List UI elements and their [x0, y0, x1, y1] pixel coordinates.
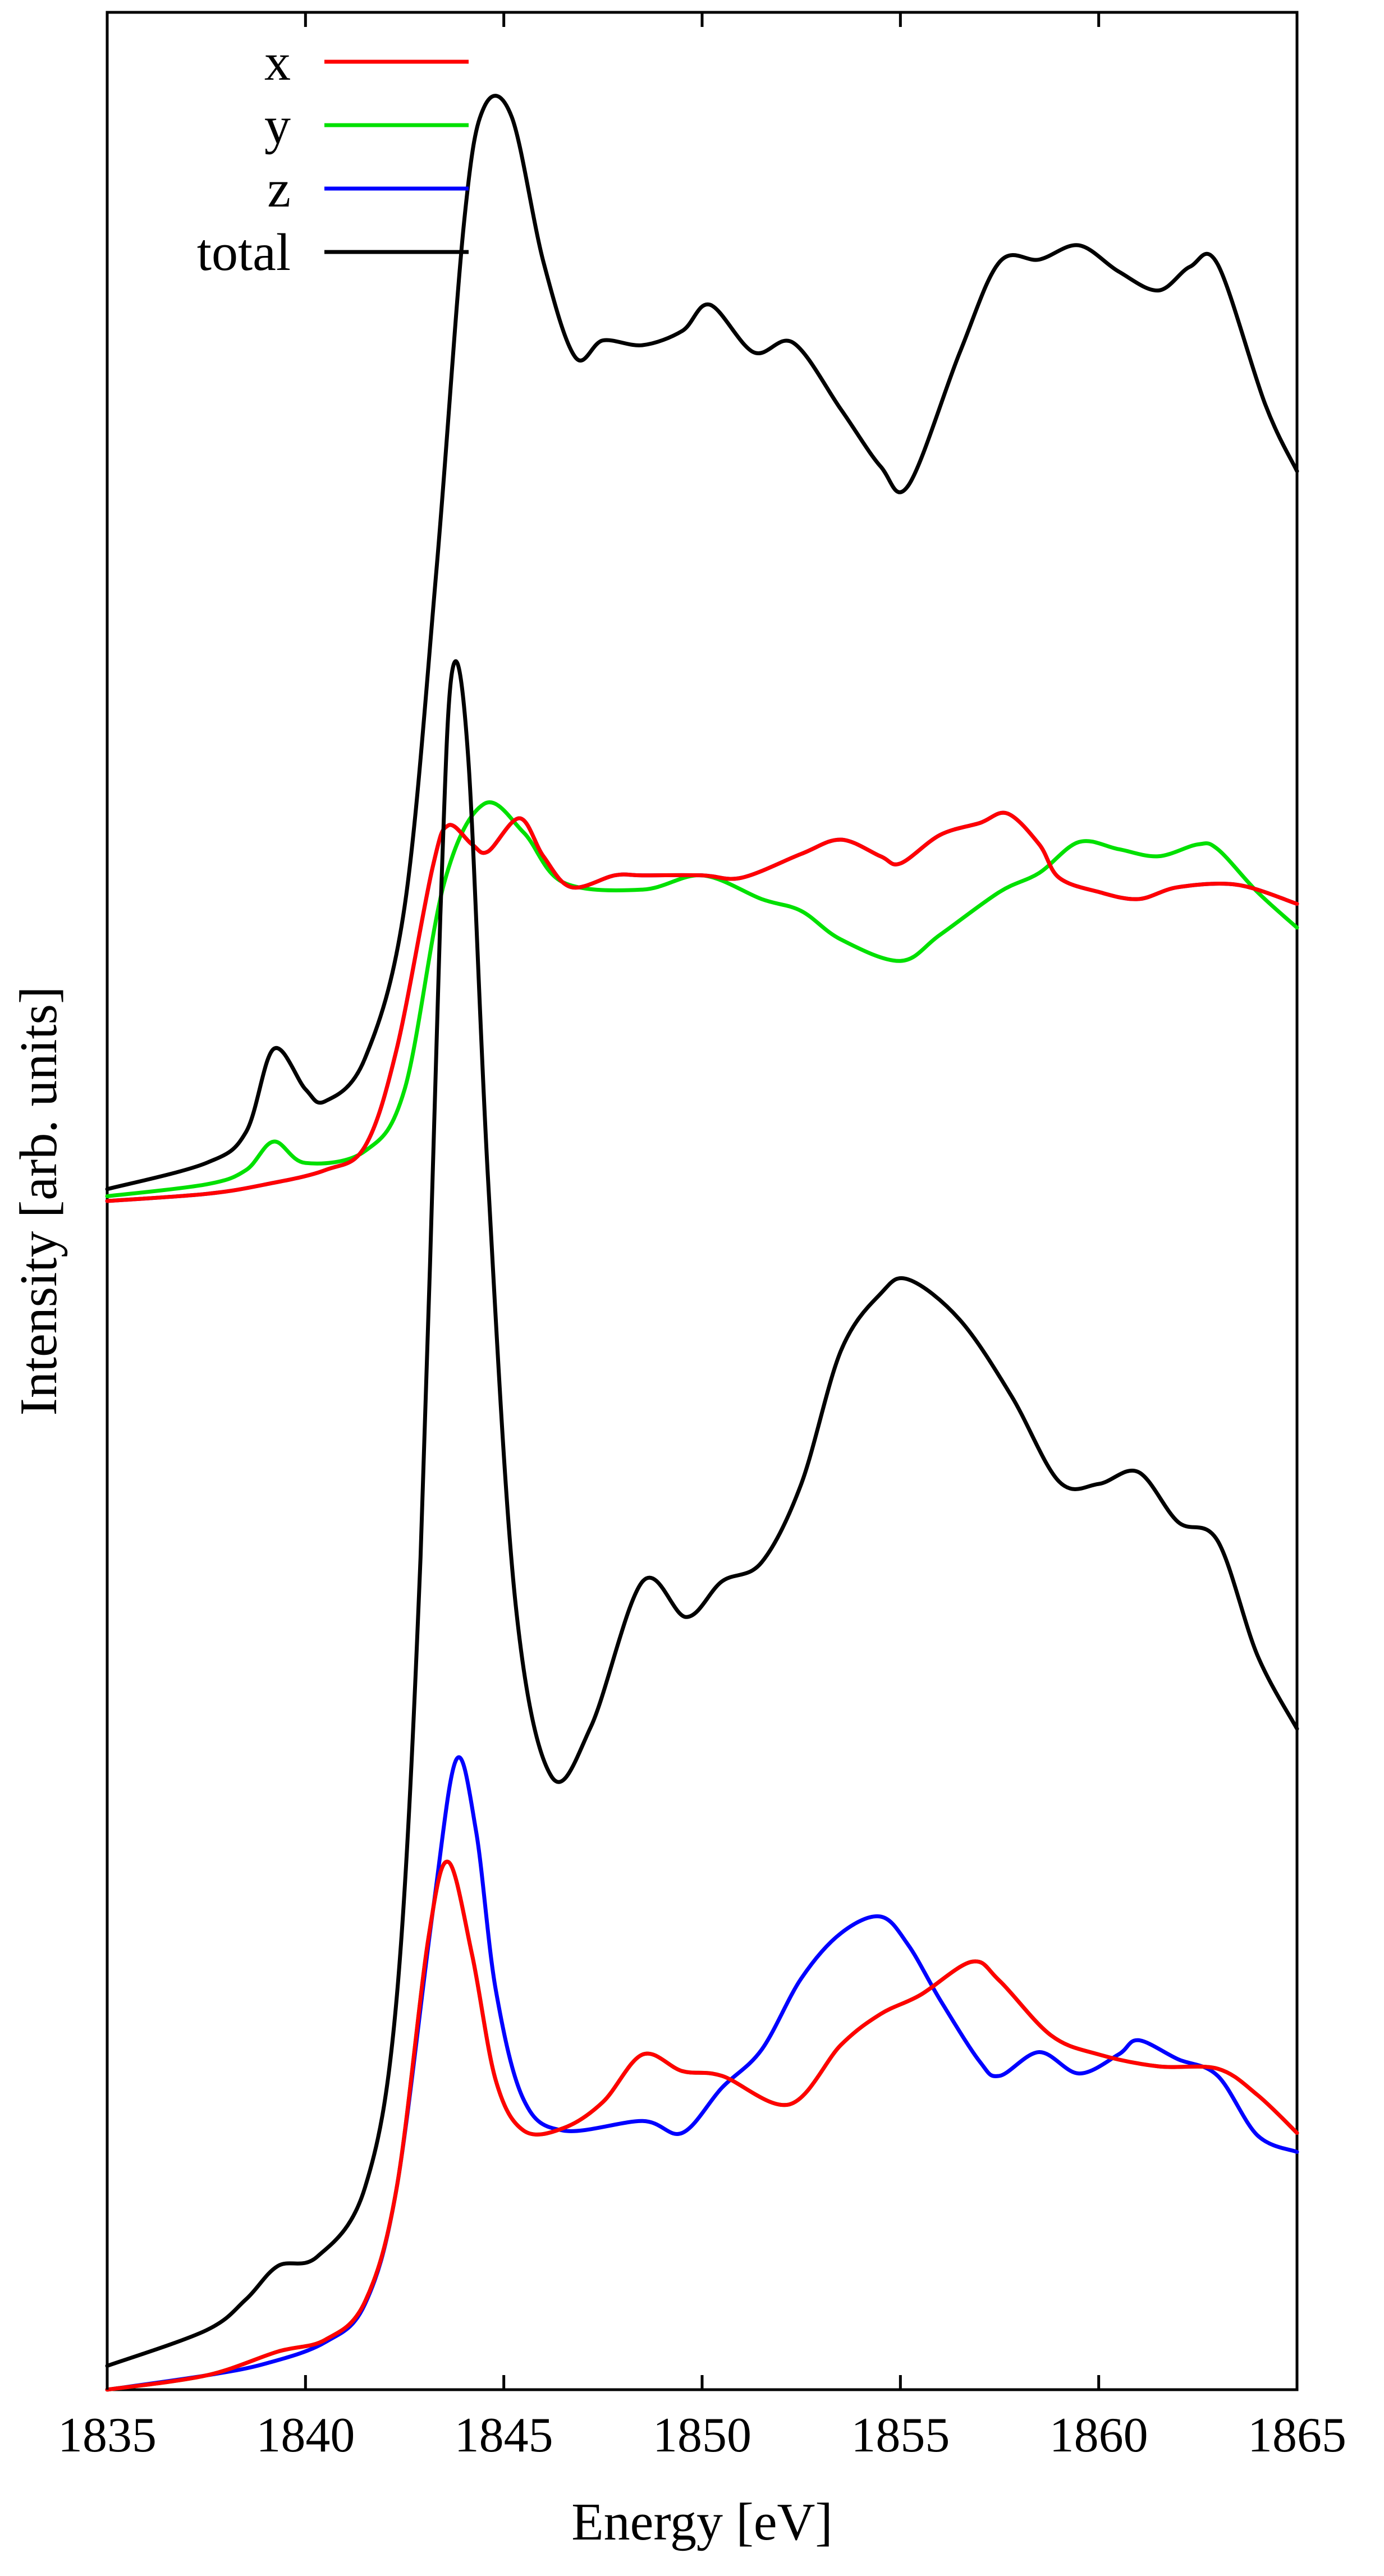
lower-series-y [105, 1859, 1299, 2392]
legend-label-total: total [197, 223, 291, 282]
legend-label-y: y [264, 97, 291, 155]
x-tick-label-1835: 1835 [58, 2408, 157, 2463]
x-axis-title: Energy [eV] [571, 2493, 832, 2551]
upper-series-z [105, 810, 1299, 1203]
upper-series-x [105, 810, 1299, 1203]
upper-series-total [105, 94, 1299, 1191]
plot-frame [106, 11, 1299, 2391]
lower-series-x [105, 1859, 1299, 2392]
legend-label-x: x [264, 33, 291, 91]
x-tick-label-1845: 1845 [455, 2408, 553, 2463]
lower-series-total [105, 659, 1299, 2368]
legend-label-z: z [267, 160, 291, 218]
x-tick-label-1850: 1850 [653, 2408, 751, 2463]
x-tick-label-1865: 1865 [1248, 2408, 1346, 2463]
upper-series-y [105, 800, 1299, 1198]
series-layer [105, 94, 1299, 2392]
x-tick-label-1840: 1840 [256, 2408, 355, 2463]
y-axis-title: Intensity [arb. units] [10, 987, 68, 1416]
x-tick-label-1860: 1860 [1050, 2408, 1148, 2463]
x-tick-label-1855: 1855 [851, 2408, 950, 2463]
x-axis-ticks: 1835 1840 1845 1850 1855 1860 1865 [58, 12, 1346, 2463]
